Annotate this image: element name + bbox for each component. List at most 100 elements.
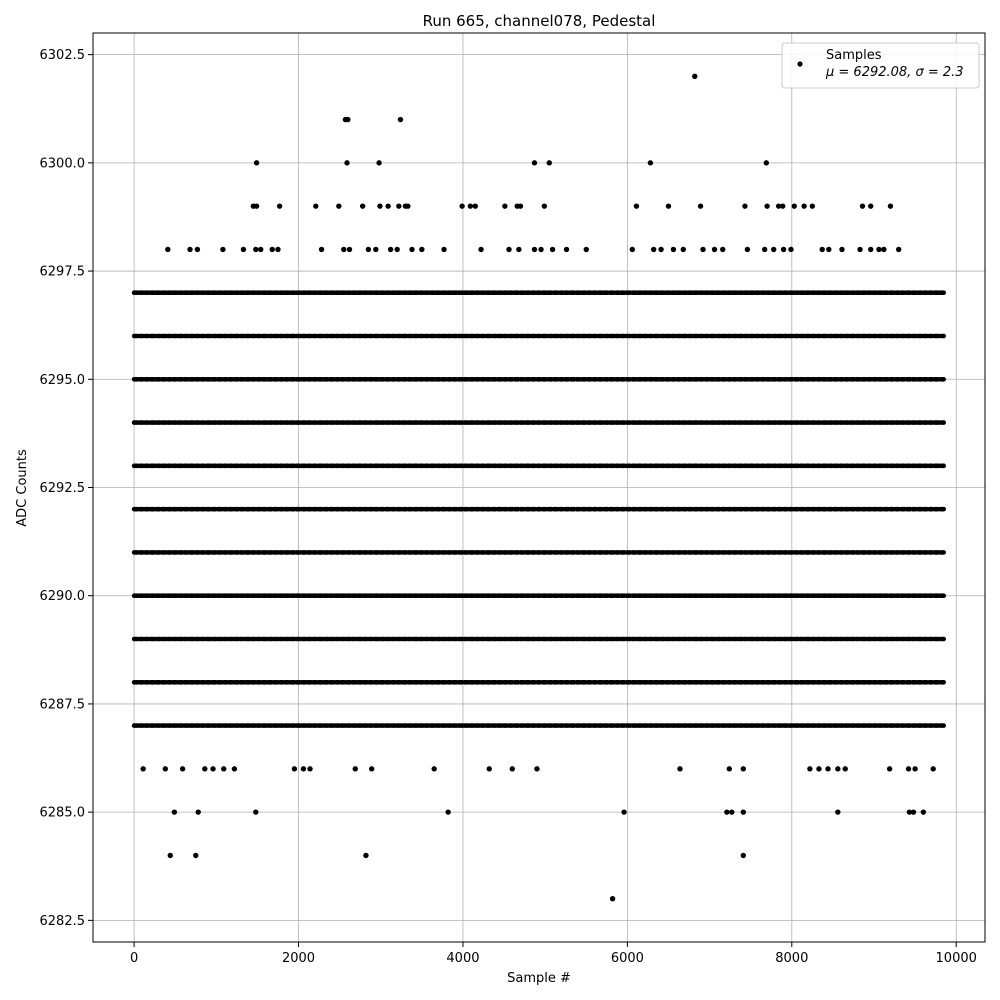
data-point: [549, 246, 556, 253]
data-point: [839, 246, 845, 253]
data-point: [509, 766, 515, 772]
data-point: [680, 246, 686, 253]
data-point: [193, 852, 199, 859]
data-point: [729, 809, 735, 815]
data-point: [253, 160, 260, 166]
x-tick-label: 10000: [936, 951, 977, 966]
data-point: [647, 160, 654, 166]
data-point: [165, 246, 171, 253]
data-point: [313, 203, 319, 209]
y-tick-label: 6292.5: [40, 481, 86, 496]
data-point: [791, 203, 797, 209]
data-point: [912, 766, 918, 772]
data-point: [441, 246, 447, 253]
data-point: [531, 160, 538, 166]
y-tick-label: 6297.5: [40, 265, 86, 280]
data-point: [365, 246, 372, 253]
data-point: [868, 203, 874, 209]
data-point: [394, 246, 400, 253]
data-point: [868, 246, 874, 253]
data-point: [740, 852, 746, 859]
data-point: [744, 246, 751, 253]
data-point: [835, 809, 841, 815]
chart-title: Run 665, channel078, Pedestal: [423, 12, 656, 30]
data-point: [291, 766, 298, 772]
data-point: [930, 766, 936, 772]
data-point: [801, 203, 807, 209]
data-point: [835, 766, 841, 772]
data-point: [920, 809, 927, 815]
data-point: [692, 73, 698, 79]
data-point: [670, 246, 677, 253]
data-point: [140, 766, 146, 772]
data-point: [253, 246, 259, 253]
data-point: [502, 203, 508, 209]
data-point: [700, 246, 706, 253]
data-point: [711, 246, 718, 253]
data-point: [807, 766, 813, 772]
data-point: [171, 809, 178, 815]
data-point: [162, 766, 169, 772]
data-point: [377, 203, 383, 209]
data-point: [763, 160, 770, 166]
data-point: [194, 246, 201, 253]
data-point: [534, 766, 540, 772]
data-point: [341, 246, 347, 253]
data-point: [621, 809, 627, 815]
data-point: [906, 809, 913, 815]
data-point: [857, 246, 863, 253]
data-point: [373, 246, 379, 253]
x-tick-label: 2000: [282, 951, 315, 966]
data-point: [336, 203, 342, 209]
data-point: [396, 203, 402, 209]
data-point: [276, 203, 283, 209]
data-point: [506, 246, 512, 253]
data-point: [307, 766, 313, 772]
legend-series-name: Samples: [826, 48, 882, 63]
data-point: [859, 203, 866, 209]
data-point: [825, 766, 831, 772]
data-point: [764, 203, 770, 209]
x-tick-label: 8000: [775, 951, 808, 966]
y-tick-label: 6282.5: [40, 914, 86, 929]
data-point: [385, 203, 391, 209]
data-point: [318, 246, 325, 253]
data-point: [886, 766, 893, 772]
data-point: [275, 246, 281, 253]
data-point: [359, 203, 366, 209]
data-point: [726, 766, 733, 772]
data-point: [352, 766, 358, 772]
data-point: [538, 246, 544, 253]
data-point: [609, 896, 616, 902]
legend-series-stats: μ = 6292.08, σ = 2.3: [825, 65, 964, 80]
data-point: [895, 246, 902, 253]
legend: Samples μ = 6292.08, σ = 2.3: [781, 42, 980, 89]
data-point: [809, 203, 816, 209]
data-point: [775, 203, 782, 209]
y-tick-label: 6285.0: [40, 806, 86, 821]
data-point: [650, 246, 657, 253]
data-point: [665, 203, 672, 209]
grid-lines: [93, 33, 985, 942]
data-point: [345, 116, 351, 123]
data-point: [910, 809, 917, 815]
data-point: [819, 246, 825, 253]
data-point: [563, 246, 570, 253]
data-point: [788, 246, 794, 253]
data-point: [541, 203, 548, 209]
data-point: [445, 809, 451, 815]
data-point: [720, 246, 726, 253]
data-point: [887, 203, 894, 209]
data-point: [633, 203, 640, 209]
data-point: [300, 766, 307, 772]
data-point: [740, 766, 746, 772]
data-point: [478, 246, 484, 253]
data-point: [409, 246, 415, 253]
data-point: [363, 852, 369, 859]
y-tick-label: 6287.5: [40, 697, 86, 712]
data-point: [344, 160, 350, 166]
legend-marker: [797, 61, 803, 67]
data-point: [677, 766, 683, 772]
data-point: [724, 809, 730, 815]
data-point: [459, 203, 465, 209]
